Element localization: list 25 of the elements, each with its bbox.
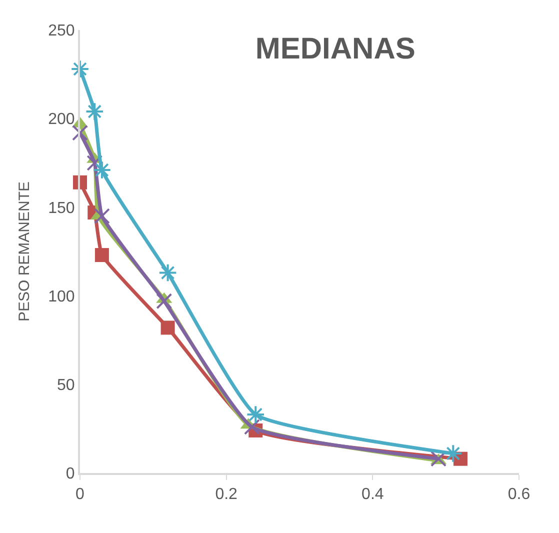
point bbox=[92, 160, 112, 180]
y-tick-label: 200 bbox=[48, 111, 75, 128]
point bbox=[430, 450, 447, 467]
y-tick-label: 150 bbox=[48, 200, 75, 217]
point bbox=[85, 102, 104, 121]
point bbox=[156, 293, 172, 310]
point bbox=[246, 405, 265, 424]
x-tick-label: 0.4 bbox=[362, 486, 384, 504]
point bbox=[86, 154, 103, 171]
y-tick-label: 250 bbox=[48, 22, 75, 40]
point bbox=[158, 263, 178, 282]
point bbox=[94, 248, 109, 262]
chart-title: MEDIANAS bbox=[255, 32, 416, 66]
point bbox=[244, 418, 260, 435]
point bbox=[160, 320, 175, 335]
y-tick-label: 0 bbox=[66, 466, 75, 483]
point bbox=[94, 208, 110, 224]
y-tick-label: 100 bbox=[48, 288, 75, 306]
x-tick-label: 0.6 bbox=[508, 486, 530, 504]
x-tick-label: 0.2 bbox=[215, 486, 238, 504]
point bbox=[70, 60, 90, 78]
point bbox=[72, 124, 88, 141]
point bbox=[444, 444, 463, 463]
y-tick-label: 50 bbox=[57, 377, 75, 394]
y-axis-title: PESO REMANENTE bbox=[16, 181, 33, 322]
